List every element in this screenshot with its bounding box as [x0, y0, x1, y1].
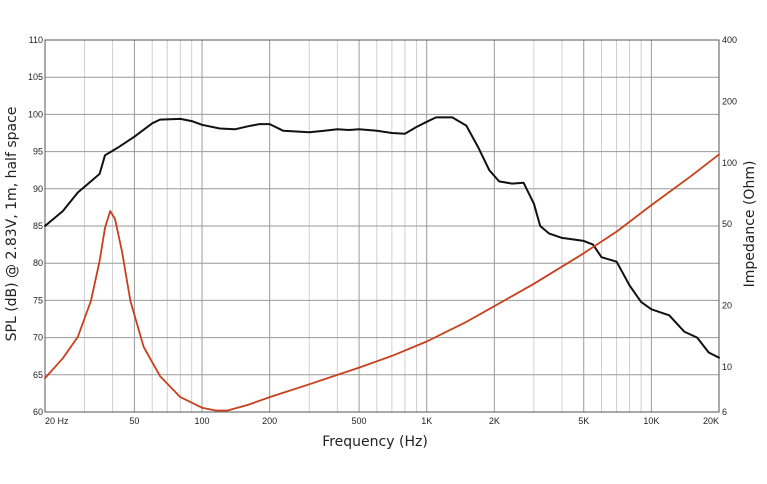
y2-tick-label: 20: [722, 300, 732, 310]
x-tick-label: 10K: [643, 416, 659, 426]
x-tick-label: 1K: [421, 416, 432, 426]
impedance-curve: [44, 153, 720, 412]
spl-curve: [44, 116, 720, 359]
y-tick-label: 85: [33, 221, 43, 231]
tick-labels: 60 65 70 75 80 85 90 95 100 105 110 6 10 20 50 100 200 40…: [28, 35, 737, 426]
curves: [44, 116, 720, 412]
y-tick-label: 90: [33, 184, 43, 194]
x-tick-label: 200: [262, 416, 277, 426]
x-tick-label: 5K: [578, 416, 589, 426]
y2-tick-label: 6: [722, 407, 727, 417]
y-axis-title: SPL (dB) @ 2.83V, 1m, half space: [4, 107, 20, 342]
x-tick-label: 50: [129, 416, 139, 426]
y-tick-label: 100: [28, 109, 43, 119]
y-tick-label: 110: [29, 35, 43, 45]
y-tick-label: 105: [28, 72, 43, 82]
x-tick-label: 20 Hz: [45, 416, 69, 426]
grid: [44, 39, 720, 413]
x-tick-label: 2K: [489, 416, 500, 426]
y2-tick-label: 10: [722, 362, 732, 372]
y-tick-label: 60: [33, 407, 43, 417]
x-axis-title: Frequency (Hz): [322, 434, 428, 450]
x-tick-label: 100: [195, 416, 210, 426]
y2-tick-label: 100: [722, 158, 737, 168]
y2-tick-label: 400: [722, 35, 737, 45]
y2-tick-label: 50: [722, 219, 732, 229]
x-tick-label: 500: [352, 416, 367, 426]
y-tick-label: 65: [33, 370, 43, 380]
y2-tick-label: 200: [722, 96, 737, 106]
y-tick-label: 95: [33, 147, 43, 157]
y2-axis-title: Impedance (Ohm): [742, 161, 758, 288]
y-tick-label: 75: [33, 295, 43, 305]
y-tick-label: 70: [33, 333, 43, 343]
y-tick-label: 80: [33, 258, 43, 268]
x-tick-label: 20K: [703, 416, 719, 426]
